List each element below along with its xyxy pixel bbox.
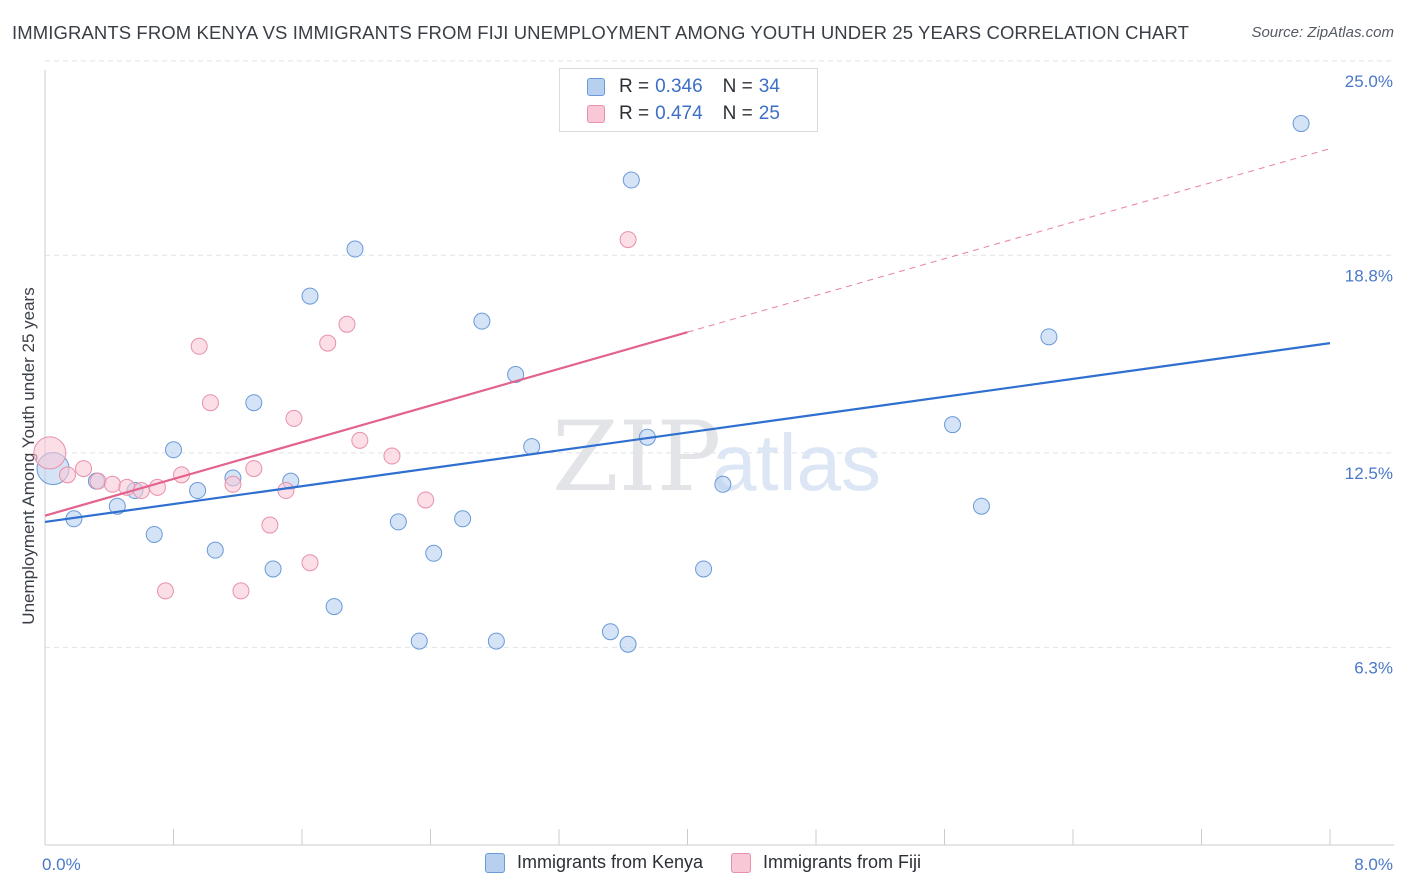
point-immigrants-from-kenya-18: [425, 544, 443, 562]
point-immigrants-from-fiji-11: [201, 394, 219, 412]
trendline-immigrants-from-fiji: [44, 331, 688, 517]
point-immigrants-from-kenya-28: [695, 560, 713, 578]
x-tick-label-min: 0.0%: [42, 855, 81, 874]
point-immigrants-from-fiji-22: [383, 447, 401, 465]
point-immigrants-from-fiji-16: [277, 482, 295, 500]
data-points: [33, 115, 1310, 653]
point-immigrants-from-kenya-22: [507, 365, 525, 383]
point-immigrants-from-fiji-10: [190, 337, 208, 355]
point-immigrants-from-kenya-15: [346, 240, 364, 258]
point-immigrants-from-kenya-23: [523, 438, 541, 456]
n-key: N =: [722, 103, 753, 124]
legend-item-kenya[interactable]: Immigrants from Kenya: [484, 852, 704, 873]
point-immigrants-from-kenya-10: [245, 394, 263, 412]
point-immigrants-from-fiji-1: [58, 466, 76, 484]
correlation-legend: R = 0.346 N = 34 R = 0.474 N = 25: [559, 68, 818, 132]
legend-label-fiji: Immigrants from Fiji: [763, 852, 922, 872]
gridlines: [45, 60, 1394, 648]
kenya-swatch: [587, 78, 605, 96]
fiji-legend-swatch: [731, 852, 752, 873]
watermark: ZIP atlas: [552, 401, 881, 513]
point-immigrants-from-kenya-19: [454, 510, 472, 528]
point-immigrants-from-fiji-12: [224, 475, 242, 493]
point-immigrants-from-kenya-25: [619, 635, 637, 653]
point-immigrants-from-kenya-16: [389, 513, 407, 531]
point-immigrants-from-fiji-23: [417, 491, 435, 509]
point-immigrants-from-kenya-32: [1040, 328, 1058, 346]
trend-lines: [44, 148, 1331, 524]
point-immigrants-from-fiji-0: [33, 436, 67, 470]
point-immigrants-from-kenya-31: [972, 497, 990, 515]
x-tick-label-max: 8.0%: [1354, 855, 1393, 874]
n-value-kenya: 34: [758, 76, 780, 97]
point-immigrants-from-fiji-2: [75, 460, 93, 478]
n-key: N =: [722, 76, 753, 97]
fiji-swatch: [587, 105, 605, 123]
point-immigrants-from-kenya-14: [325, 598, 343, 616]
r-key: R =: [619, 76, 650, 97]
point-immigrants-from-kenya-20: [473, 312, 491, 330]
point-immigrants-from-fiji-15: [261, 516, 279, 534]
n-value-fiji: 25: [758, 103, 780, 124]
point-immigrants-from-kenya-33: [1292, 115, 1310, 133]
point-immigrants-from-kenya-13: [301, 287, 319, 305]
point-immigrants-from-kenya-21: [487, 632, 505, 650]
kenya-legend-swatch: [484, 852, 505, 873]
point-immigrants-from-kenya-17: [410, 632, 428, 650]
series-legend: Immigrants from Kenya Immigrants from Fi…: [0, 852, 1406, 873]
point-immigrants-from-fiji-17: [285, 409, 303, 427]
source-label: Source: ZipAtlas.com: [1251, 24, 1394, 41]
point-immigrants-from-fiji-4: [103, 475, 121, 493]
watermark-zip: ZIP: [552, 401, 721, 513]
y-tick-label-2: 18.8%: [1345, 266, 1393, 285]
r-value-kenya: 0.346: [655, 76, 703, 97]
point-immigrants-from-fiji-14: [245, 460, 263, 478]
x-ticks: [173, 829, 1331, 845]
point-immigrants-from-kenya-5: [145, 525, 163, 543]
y-tick-label-1: 12.5%: [1345, 464, 1393, 483]
point-immigrants-from-kenya-30: [944, 416, 962, 434]
point-immigrants-from-fiji-18: [301, 554, 319, 572]
y-tick-labels: 6.3% 12.5% 18.8% 25.0%: [1345, 72, 1393, 678]
point-immigrants-from-fiji-24: [619, 231, 637, 249]
point-immigrants-from-fiji-13: [232, 582, 250, 600]
point-immigrants-from-fiji-21: [351, 431, 369, 449]
point-immigrants-from-fiji-19: [319, 334, 337, 352]
point-immigrants-from-kenya-7: [189, 482, 207, 500]
r-value-fiji: 0.474: [655, 103, 703, 124]
point-immigrants-from-kenya-6: [165, 441, 182, 459]
y-tick-label-0: 6.3%: [1354, 658, 1393, 677]
watermark-atlas: atlas: [712, 418, 881, 507]
legend-row-fiji: R = 0.474 N = 25: [587, 102, 780, 126]
point-immigrants-from-kenya-29: [714, 475, 732, 493]
point-immigrants-from-fiji-8: [156, 582, 174, 600]
point-immigrants-from-fiji-20: [338, 315, 356, 333]
trendline-immigrants-from-kenya: [44, 342, 1331, 524]
point-immigrants-from-kenya-24: [601, 623, 619, 641]
legend-label-kenya: Immigrants from Kenya: [516, 852, 704, 872]
point-immigrants-from-fiji-3: [89, 472, 107, 490]
x-tick-labels: 0.0% 8.0%: [42, 855, 1393, 874]
legend-item-fiji[interactable]: Immigrants from Fiji: [731, 852, 921, 873]
point-immigrants-from-kenya-26: [622, 171, 640, 189]
trendline-immigrants-from-fiji-projection: [687, 148, 1331, 333]
legend-row-kenya: R = 0.346 N = 34: [587, 75, 780, 99]
y-tick-label-3: 25.0%: [1345, 72, 1393, 91]
chart-title: IMMIGRANTS FROM KENYA VS IMMIGRANTS FROM…: [12, 22, 1189, 43]
point-immigrants-from-kenya-8: [206, 541, 224, 559]
r-key: R =: [619, 103, 650, 124]
point-immigrants-from-kenya-11: [264, 560, 282, 578]
